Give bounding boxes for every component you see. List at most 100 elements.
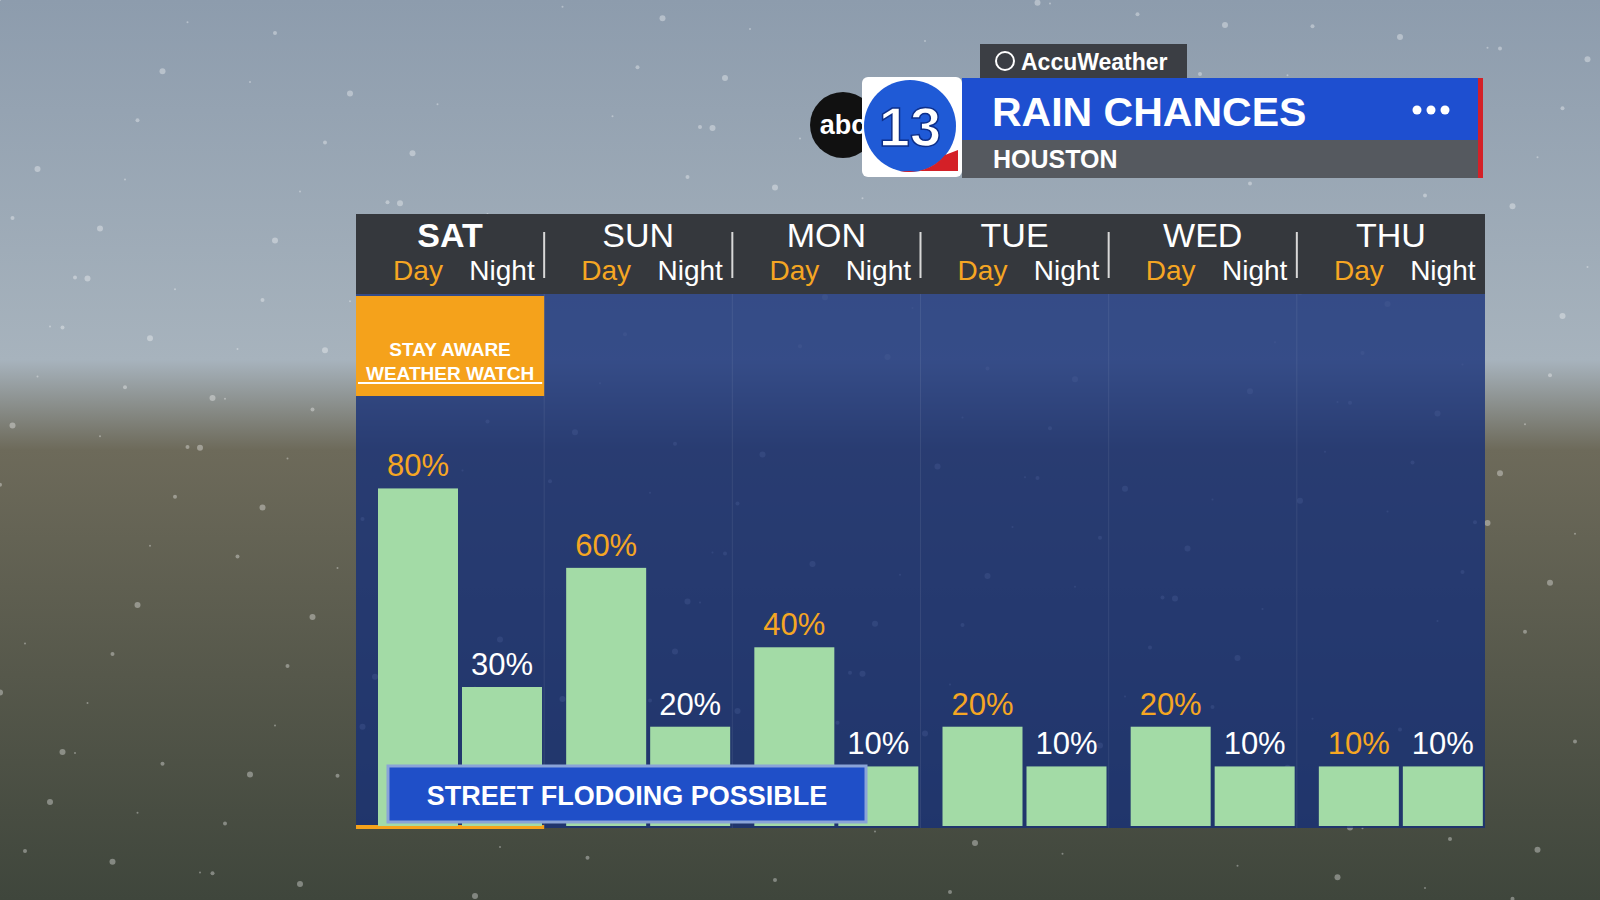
raindrop xyxy=(336,774,340,778)
raindrop xyxy=(37,376,39,378)
raindrop xyxy=(1237,865,1239,867)
data-label: 20% xyxy=(659,687,721,722)
raindrop xyxy=(186,445,190,449)
raindrop xyxy=(1311,24,1315,28)
raindrop xyxy=(1498,47,1502,51)
raindrop xyxy=(636,65,640,69)
raindrop xyxy=(11,216,15,220)
raindrop xyxy=(437,103,439,105)
raindrop xyxy=(924,40,926,42)
raindrop xyxy=(773,878,777,882)
annotation: STREET FLODOING POSSIBLE xyxy=(427,781,828,811)
source-tab xyxy=(980,44,1187,78)
raindrop xyxy=(1423,194,1427,198)
raindrop xyxy=(337,567,339,569)
raindrop xyxy=(236,555,240,559)
raindrop xyxy=(1573,739,1577,743)
raindrop xyxy=(499,846,501,848)
bar xyxy=(1319,766,1399,826)
raindrop xyxy=(173,495,177,499)
warning-box xyxy=(356,296,544,396)
raindrop xyxy=(948,890,952,894)
header-separator xyxy=(543,232,545,278)
raindrop xyxy=(10,423,16,429)
raindrop xyxy=(224,398,226,400)
raindrop xyxy=(124,179,126,181)
raindrop xyxy=(722,75,728,81)
raindrop xyxy=(862,197,864,199)
raindrop xyxy=(323,141,327,145)
header-separator xyxy=(1296,232,1298,278)
data-label: 10% xyxy=(1035,726,1097,761)
raindrop xyxy=(1547,580,1553,586)
raindrop xyxy=(1248,182,1252,186)
raindrop xyxy=(111,652,115,656)
raindrop xyxy=(1510,203,1516,209)
raindrop xyxy=(97,226,103,232)
data-label: 10% xyxy=(1224,726,1286,761)
data-label: 40% xyxy=(763,607,825,642)
raindrop xyxy=(287,458,289,460)
category-label: Night xyxy=(657,255,723,286)
raindrop xyxy=(1136,12,1140,16)
raindrop xyxy=(161,762,165,766)
raindrop xyxy=(1198,72,1202,76)
raindrop xyxy=(249,81,251,83)
raindrop xyxy=(562,6,564,8)
raindrop xyxy=(49,326,51,328)
data-label: 10% xyxy=(847,726,909,761)
raindrop xyxy=(1524,423,1526,425)
raindrop xyxy=(612,115,614,117)
raindrop xyxy=(1062,853,1064,855)
raindrop xyxy=(874,830,876,832)
source-icon xyxy=(996,52,1014,70)
raindrop xyxy=(160,68,166,74)
raindrop xyxy=(310,614,316,620)
raindrop xyxy=(397,200,403,206)
category-label: Night xyxy=(1410,255,1476,286)
raindrop xyxy=(149,545,151,547)
raindrop xyxy=(260,505,266,511)
raindrop xyxy=(410,150,416,156)
column-separator xyxy=(920,294,921,828)
raindrop xyxy=(223,821,227,825)
group-label: TUE xyxy=(981,216,1049,254)
raindrop xyxy=(972,840,978,846)
category-label: Night xyxy=(469,255,535,286)
annotation: STAY AWARE xyxy=(389,339,510,360)
raindrop xyxy=(1574,533,1576,535)
subtitle-bar xyxy=(962,140,1483,178)
logo-abc: abc xyxy=(820,110,867,140)
raindrop xyxy=(1035,0,1041,6)
data-label: 80% xyxy=(387,448,449,483)
raindrop xyxy=(472,893,478,899)
category-label: Night xyxy=(1034,255,1100,286)
raindrop xyxy=(1287,74,1289,76)
subtitle: HOUSTON xyxy=(993,145,1118,173)
category-label: Day xyxy=(958,255,1008,286)
header-separator xyxy=(731,232,733,278)
raindrop xyxy=(60,749,66,755)
category-label: Day xyxy=(1334,255,1384,286)
title-bar xyxy=(962,78,1483,140)
bar xyxy=(1215,766,1295,826)
raindrop xyxy=(386,200,390,204)
raindrop xyxy=(1587,266,1589,268)
category-label: Day xyxy=(581,255,631,286)
raindrop xyxy=(322,347,328,353)
raindrop xyxy=(1448,837,1452,841)
group-label: THU xyxy=(1356,216,1426,254)
raindrop xyxy=(273,31,277,35)
raindrop xyxy=(710,125,716,131)
data-label: 30% xyxy=(471,647,533,682)
header-separator xyxy=(1108,232,1110,278)
raindrop xyxy=(1561,106,1565,110)
menu-dot xyxy=(1413,106,1422,115)
raindrop xyxy=(199,871,201,873)
logo-13: 13 xyxy=(879,95,941,158)
category-label: Day xyxy=(393,255,443,286)
raindrop xyxy=(1487,47,1489,49)
raindrop xyxy=(0,689,3,695)
category-label: Night xyxy=(1222,255,1288,286)
raindrop xyxy=(136,118,140,122)
